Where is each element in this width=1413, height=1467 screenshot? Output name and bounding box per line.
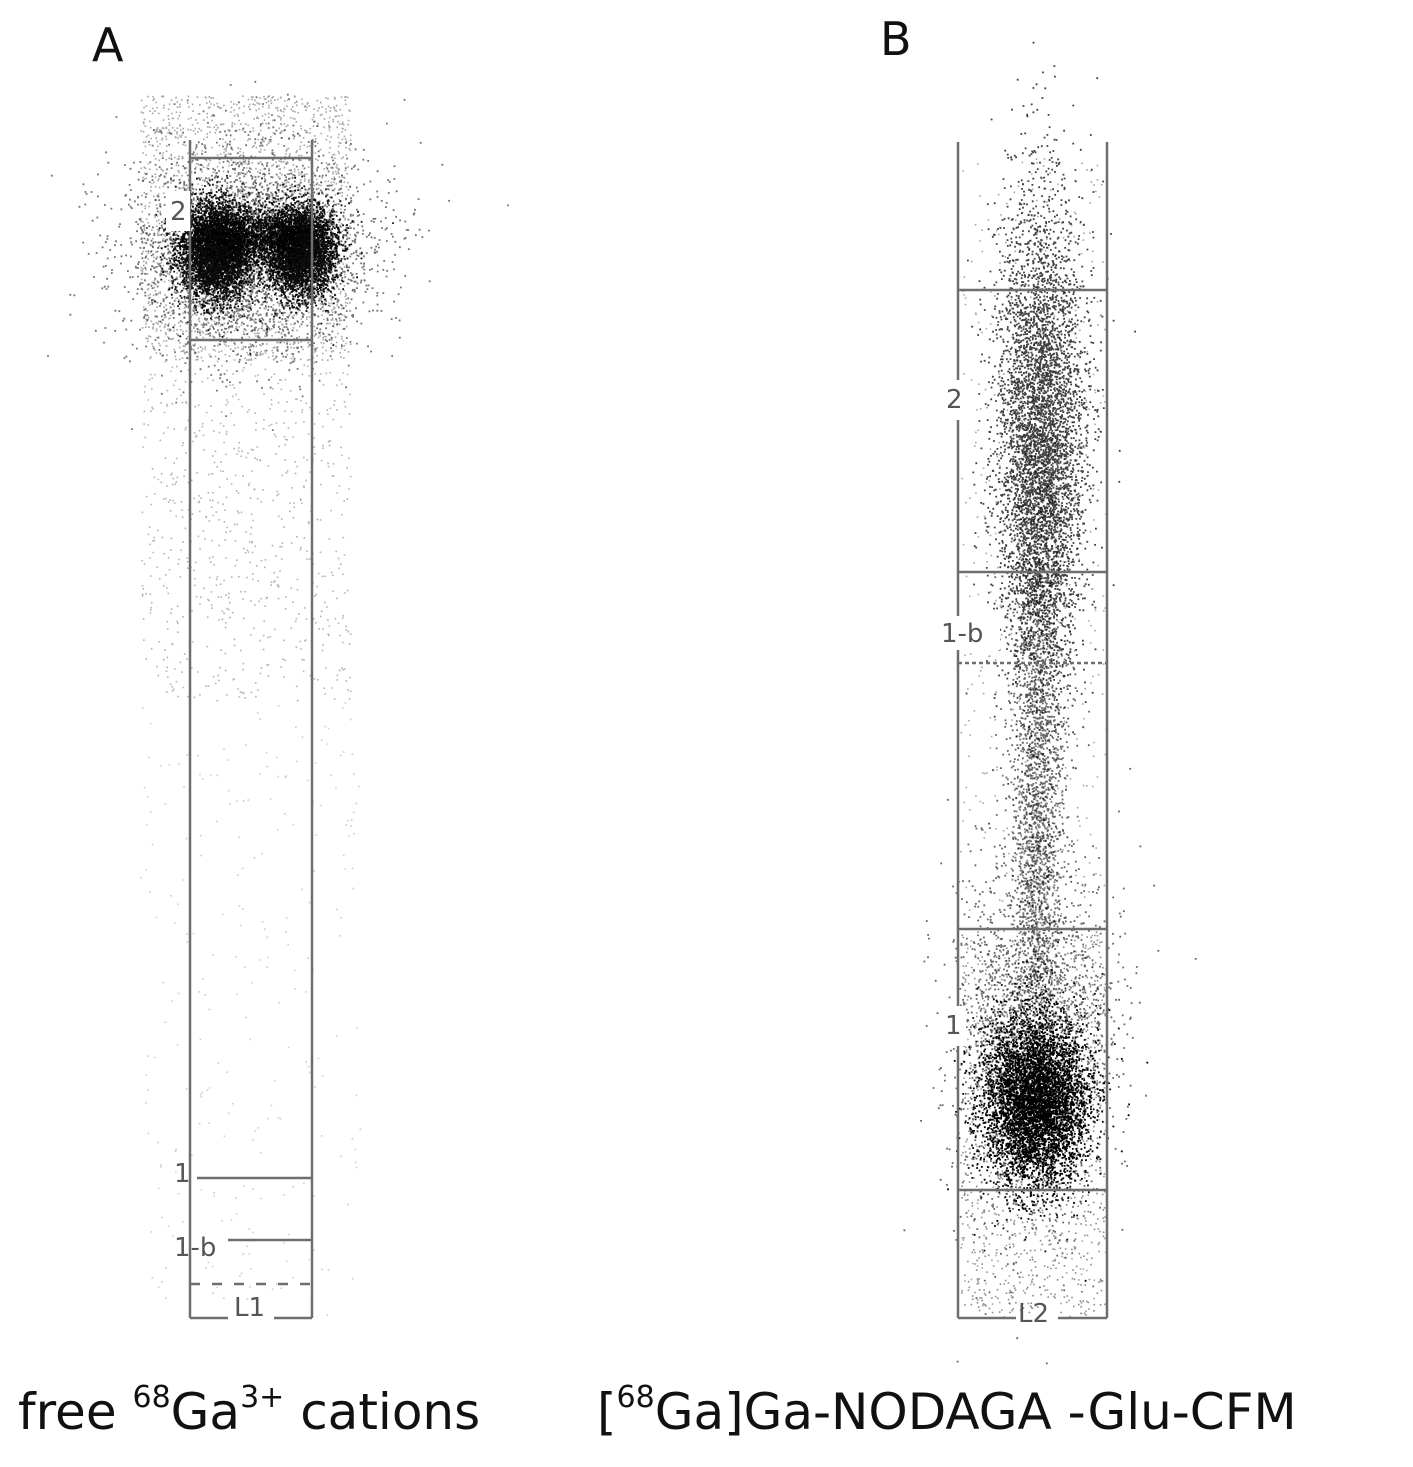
caption-a-charge: 3+	[240, 1380, 285, 1415]
panel-a-letter: A	[92, 18, 124, 72]
panel-a-lane	[188, 140, 314, 1320]
panel-b-label-bg-2	[936, 616, 1000, 650]
caption-a-element: Ga	[170, 1383, 241, 1441]
panel-b-lane-name: L2	[1018, 1299, 1049, 1329]
panel-a-caption: free 68Ga3+ cations	[18, 1380, 480, 1441]
panel-b-region-1b-label: 1-b	[941, 619, 983, 649]
panel-a-region-2-label: 2	[170, 197, 187, 227]
caption-a-isotope: 68	[132, 1380, 171, 1415]
panel-b-label-bg-3	[942, 1006, 966, 1046]
panel-a-region-1-label: 1	[174, 1159, 191, 1189]
panel-b-lane	[956, 142, 1109, 1320]
panel-b-label-bg	[944, 380, 970, 420]
panel-a-activity-dots	[47, 80, 509, 1316]
panel-a-label-bg	[166, 191, 190, 231]
panel-b-region-2-label: 2	[946, 385, 963, 415]
panel-a-region-1b-label: 1-b	[174, 1233, 216, 1263]
panel-b-caption: [68Ga]Ga-NODAGA -Glu-CFM	[597, 1380, 1297, 1441]
caption-a-post: cations	[284, 1383, 481, 1441]
caption-a-pre: free	[18, 1383, 133, 1441]
panel-b-activity-dots	[903, 41, 1197, 1365]
caption-b-pre: [	[597, 1383, 617, 1441]
caption-b-post: Ga]Ga-NODAGA -Glu-CFM	[654, 1383, 1297, 1441]
panel-b-region-1-label: 1	[945, 1011, 962, 1041]
caption-b-isotope: 68	[616, 1380, 655, 1415]
panel-a-lane-name: L1	[234, 1293, 265, 1323]
panel-b-letter: B	[880, 12, 912, 66]
